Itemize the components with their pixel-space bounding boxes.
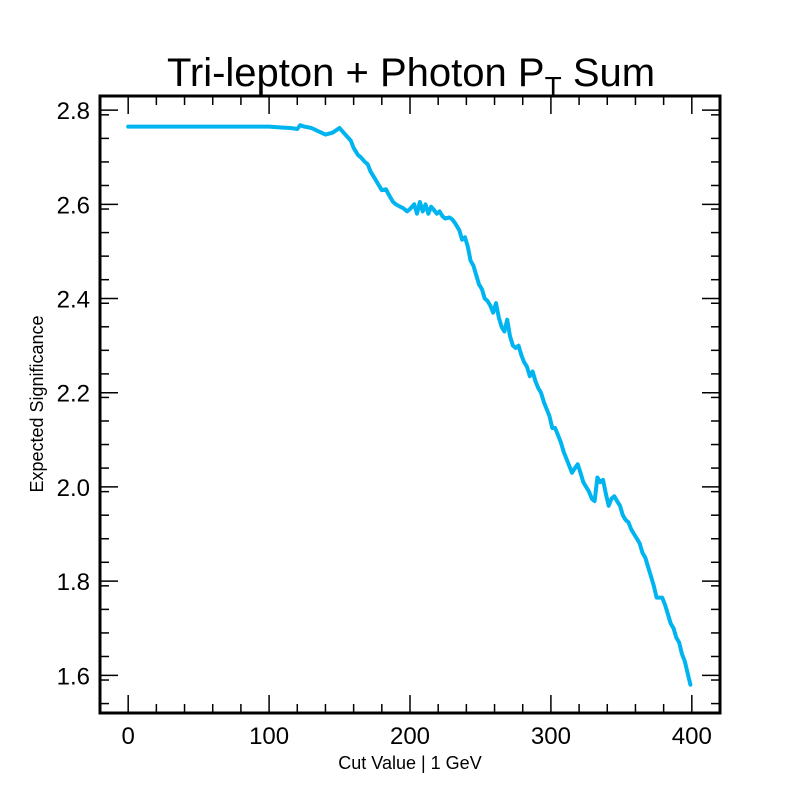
x-tick-label: 100 <box>249 723 289 750</box>
y-tick-label: 2.4 <box>57 287 90 314</box>
series-group <box>126 123 693 687</box>
series-line <box>126 123 693 687</box>
x-axis-label: Cut Value | 1 GeV <box>338 753 481 773</box>
chart-title: Tri-lepton + Photon PT Sum <box>167 51 655 102</box>
y-tick-label: 1.6 <box>57 663 90 690</box>
tick-labels: 0 100 200 300 400 1.6 1.8 2.0 2.2 2.4 2.6 2.8 <box>57 98 712 750</box>
plot-frame <box>98 94 722 715</box>
x-tick-label: 0 <box>122 723 135 750</box>
y-tick-label: 1.8 <box>57 569 90 596</box>
x-tick-label: 200 <box>390 723 430 750</box>
x-tick-label: 400 <box>672 723 712 750</box>
y-tick-label: 2.6 <box>57 192 90 219</box>
y-tick-label: 2.2 <box>57 381 90 408</box>
y-tick-label: 2.8 <box>57 98 90 125</box>
axis-ticks <box>99 96 721 713</box>
x-tick-label: 300 <box>531 723 571 750</box>
y-axis-label: Expected Significance <box>27 315 47 492</box>
y-tick-label: 2.0 <box>57 475 90 502</box>
